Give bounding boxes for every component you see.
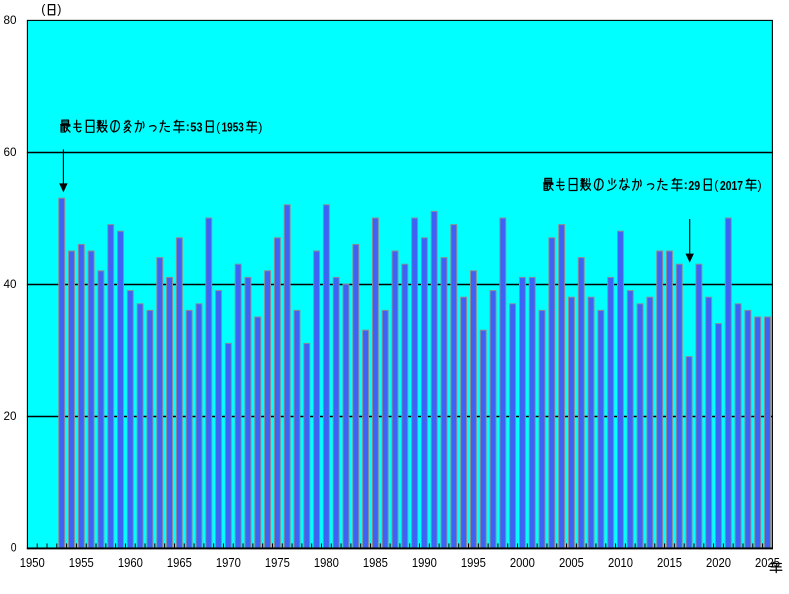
svg-text:2017: 2017	[720, 178, 743, 193]
svg-text:2005: 2005	[559, 556, 584, 570]
svg-text:): )	[758, 179, 762, 193]
svg-text:(: (	[714, 179, 719, 193]
svg-text:1965: 1965	[167, 556, 192, 570]
svg-text:(: (	[41, 2, 46, 16]
svg-text:2010: 2010	[608, 556, 633, 570]
svg-text:1950: 1950	[20, 556, 45, 570]
svg-text:40: 40	[4, 279, 17, 291]
svg-text:60: 60	[4, 147, 17, 159]
svg-text:(: (	[216, 121, 221, 135]
svg-text:1960: 1960	[118, 556, 143, 570]
svg-text:1985: 1985	[363, 556, 388, 570]
svg-text:2015: 2015	[657, 556, 682, 570]
svg-text:1975: 1975	[265, 556, 290, 570]
svg-text:1980: 1980	[314, 556, 339, 570]
svg-text:): )	[57, 2, 61, 16]
svg-text:20: 20	[4, 411, 17, 423]
svg-text:1953: 1953	[222, 120, 244, 135]
svg-text:1995: 1995	[461, 556, 486, 570]
svg-text:29: 29	[688, 178, 700, 193]
svg-text::: :	[186, 120, 190, 134]
svg-text:2000: 2000	[510, 556, 535, 570]
svg-text:53: 53	[190, 120, 202, 135]
svg-text:): )	[258, 121, 262, 135]
svg-text:1990: 1990	[412, 556, 437, 570]
svg-text:1955: 1955	[69, 556, 94, 570]
svg-text:0: 0	[11, 542, 17, 554]
svg-text:2020: 2020	[706, 556, 731, 570]
svg-text::: :	[684, 178, 688, 192]
svg-text:1970: 1970	[216, 556, 241, 570]
svg-text:80: 80	[4, 15, 17, 27]
